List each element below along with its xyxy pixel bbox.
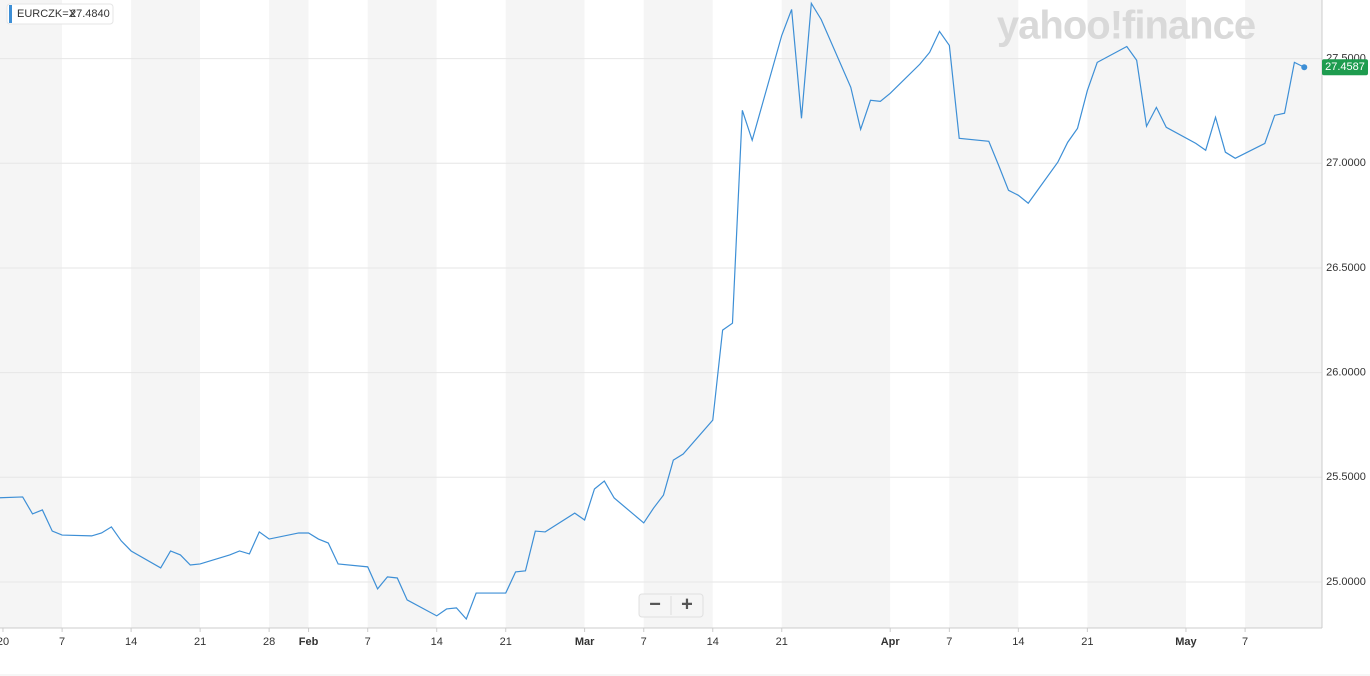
- band: [505, 0, 585, 628]
- x-tick-label: 7: [1242, 636, 1248, 648]
- y-tick-label: 25.0000: [1326, 576, 1366, 588]
- x-tick-label: 14: [707, 636, 719, 648]
- legend-label: EURCZK=X: [17, 8, 77, 20]
- x-tick-label: May: [1175, 636, 1197, 648]
- price-tag: [1322, 59, 1368, 76]
- band: [1087, 0, 1186, 628]
- x-tick-label: Feb: [299, 636, 319, 648]
- last-point: [1301, 64, 1308, 71]
- x-tick-label: 7: [641, 636, 647, 648]
- labels: 25.000025.500026.000026.500027.000027.50…: [0, 53, 1368, 648]
- x-tick-label: 7: [365, 636, 371, 648]
- band: [131, 0, 201, 628]
- x-tick-label: Apr: [881, 636, 901, 648]
- band: [436, 0, 506, 628]
- band: [781, 0, 891, 628]
- band: [949, 0, 1019, 628]
- band: [367, 0, 437, 628]
- x-tick-label: 14: [1012, 636, 1024, 648]
- x-tick-label: 28: [263, 636, 275, 648]
- band: [269, 0, 309, 628]
- plot: [0, 1, 1305, 621]
- band: [643, 0, 713, 628]
- grid: [0, 58, 1322, 583]
- x-tick-label: 21: [194, 636, 206, 648]
- price-tag-label: 27.4587: [1325, 61, 1365, 73]
- bands: [0, 0, 1322, 628]
- x-tick-label: 7: [946, 636, 952, 648]
- band: [1018, 0, 1088, 628]
- x-tick-label: 21: [1081, 636, 1093, 648]
- x-tick-label: 14: [431, 636, 443, 648]
- x-tick-label: Mar: [575, 636, 595, 648]
- y-tick-label: 25.5000: [1326, 471, 1366, 483]
- zoom-out[interactable]: −: [649, 593, 661, 615]
- x-tick-label: 21: [776, 636, 788, 648]
- band: [1245, 0, 1322, 628]
- watermark: yahoo!finance: [997, 4, 1255, 48]
- band: [1185, 0, 1246, 628]
- band: [200, 0, 270, 628]
- zoom-controls: − +: [638, 593, 704, 618]
- x-tick-label: 20: [0, 636, 9, 648]
- band: [890, 0, 950, 628]
- x-tick-label: 14: [125, 636, 137, 648]
- price-line: [0, 1, 1305, 621]
- legend-value: 27.4840: [70, 8, 110, 20]
- band: [584, 0, 644, 628]
- x-tick-label: 21: [500, 636, 512, 648]
- zoom-in[interactable]: +: [681, 593, 693, 615]
- y-tick-label: 26.5000: [1326, 262, 1366, 274]
- y-tick-label: 27.0000: [1326, 157, 1366, 169]
- band: [62, 0, 132, 628]
- legend-box: [6, 3, 114, 25]
- y-tick-label: 26.0000: [1326, 367, 1366, 379]
- band: [0, 0, 63, 628]
- band: [308, 0, 368, 628]
- legend: EURCZK=X 27.4840: [6, 3, 114, 25]
- band: [712, 0, 782, 628]
- legend-swatch: [9, 5, 12, 23]
- x-tick-label: 7: [59, 636, 65, 648]
